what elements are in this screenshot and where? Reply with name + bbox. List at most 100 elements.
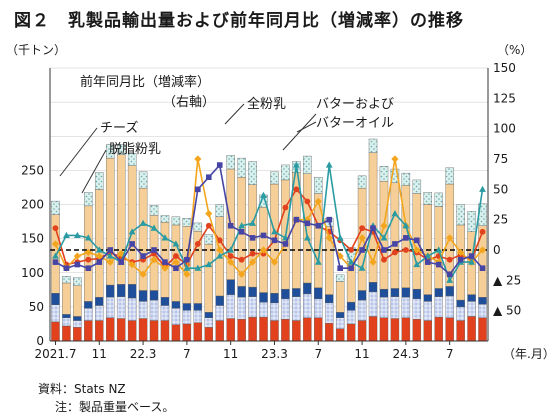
- point-smp_yoy: [205, 210, 213, 218]
- bar-segment-butter: [73, 316, 82, 321]
- point-smp_yoy: [478, 246, 487, 254]
- point-smp_yoy: [194, 155, 202, 163]
- point-wmp_yoy: [468, 258, 475, 265]
- point-smp_yoy: [161, 264, 169, 272]
- bar-segment-other: [445, 167, 454, 185]
- bar-segment-other: [116, 144, 126, 155]
- bar-segment-other: [160, 215, 170, 223]
- line-butter_yoy: [55, 163, 484, 276]
- right-tick-label: ▲ 25: [493, 273, 521, 287]
- point-wmp_yoy: [249, 219, 256, 226]
- bar-segment-other: [357, 175, 367, 189]
- right-axis-unit-label: （%）: [497, 43, 532, 57]
- bar-segment-cheese: [73, 327, 82, 342]
- point-smp_yoy: [128, 260, 136, 269]
- bar-segment-other: [171, 216, 181, 226]
- bar-segment-wmp: [105, 157, 115, 286]
- bar-segment-smp: [434, 296, 443, 318]
- bar-segment-other: [62, 275, 71, 284]
- bar-segment-cheese: [303, 317, 312, 342]
- bar-segment-cheese: [105, 317, 115, 342]
- left-tick-label: 150: [21, 232, 44, 246]
- bar-segment-smp: [445, 295, 454, 318]
- bar-segment-other: [73, 277, 82, 286]
- bar-segment-smp: [248, 296, 257, 318]
- bar-segment-butter: [138, 290, 148, 302]
- point-cheese_yoy: [227, 253, 234, 259]
- point-butter_yoy: [205, 174, 212, 180]
- bar-segment-cheese: [116, 318, 126, 342]
- point-wmp_yoy: [292, 161, 300, 168]
- point-cheese_yoy: [238, 256, 245, 263]
- callout-leader: [59, 127, 98, 177]
- x-tick-label: 24.3: [393, 347, 420, 361]
- point-butter_yoy: [293, 216, 300, 223]
- point-smp_yoy: [183, 270, 191, 278]
- point-wmp_yoy: [391, 210, 399, 217]
- butter-label-line2: バターオイル: [316, 116, 394, 131]
- point-butter_yoy: [435, 261, 442, 268]
- point-butter_yoy: [457, 256, 464, 263]
- bar-segment-butter: [412, 288, 422, 299]
- bar-segment-other: [390, 168, 400, 183]
- point-smp_yoy: [369, 258, 377, 266]
- point-butter_yoy: [249, 235, 256, 241]
- bar-segment-smp: [182, 310, 192, 325]
- point-wmp_yoy: [336, 234, 344, 241]
- callout-leader: [224, 103, 245, 125]
- point-wmp_yoy: [347, 258, 355, 265]
- bar-segment-other: [226, 155, 235, 170]
- bar-segment-smp: [127, 297, 137, 321]
- callout-leader: [282, 113, 317, 151]
- point-cheese_yoy: [359, 225, 365, 232]
- point-butter_yoy: [184, 256, 190, 263]
- bar-segment-smp: [259, 301, 268, 318]
- bar-segment-butter: [478, 297, 487, 305]
- bar-segment-other: [149, 205, 159, 216]
- point-butter_yoy: [216, 162, 223, 168]
- bar-segment-wmp: [95, 189, 104, 298]
- bar-segment-butter: [204, 312, 214, 318]
- point-cheese_yoy: [348, 247, 355, 253]
- bar-segment-smp: [51, 304, 60, 323]
- point-butter_yoy: [260, 232, 267, 239]
- point-butter_yoy: [468, 253, 475, 259]
- point-wmp_yoy: [205, 260, 213, 268]
- point-wmp_yoy: [216, 252, 224, 259]
- bar-segment-butter: [116, 284, 126, 297]
- bar-segment-cheese: [84, 320, 93, 342]
- point-butter_yoy: [337, 265, 343, 271]
- point-smp_yoy: [73, 252, 81, 260]
- bar-segment-cheese: [51, 321, 60, 342]
- bar-segment-other: [303, 155, 312, 174]
- point-wmp_yoy: [380, 234, 388, 241]
- bar-segment-other: [215, 204, 224, 217]
- point-butter_yoy: [392, 241, 398, 247]
- bar-segment-butter: [314, 287, 323, 299]
- bar-segment-butter: [160, 297, 170, 306]
- bar-segment-cheese: [127, 320, 137, 342]
- point-wmp_yoy: [95, 246, 103, 253]
- point-wmp_yoy: [314, 258, 322, 265]
- bar-segment-cheese: [324, 323, 334, 342]
- point-smp_yoy: [227, 258, 235, 266]
- bar-segment-smp: [456, 306, 465, 321]
- bar-segment-cheese: [456, 320, 465, 342]
- point-cheese_yoy: [249, 250, 256, 257]
- bar-segment-butter: [335, 312, 345, 318]
- point-butter_yoy: [414, 237, 420, 244]
- bar-segment-smp: [193, 310, 203, 323]
- bar-segment-cheese: [423, 320, 433, 342]
- left-tick-label: 50: [29, 300, 44, 314]
- point-butter_yoy: [151, 247, 157, 253]
- bar-segment-cheese: [478, 317, 487, 342]
- yoy-lines: [51, 155, 487, 283]
- bar-segment-cheese: [357, 320, 367, 342]
- point-cheese_yoy: [446, 256, 453, 263]
- right-tick-label: ▲ 50: [493, 304, 521, 318]
- point-butter_yoy: [107, 247, 114, 253]
- point-butter_yoy: [479, 265, 486, 271]
- point-wmp_yoy: [402, 222, 410, 229]
- bar-segment-smp: [423, 301, 433, 321]
- point-wmp_yoy: [271, 228, 278, 235]
